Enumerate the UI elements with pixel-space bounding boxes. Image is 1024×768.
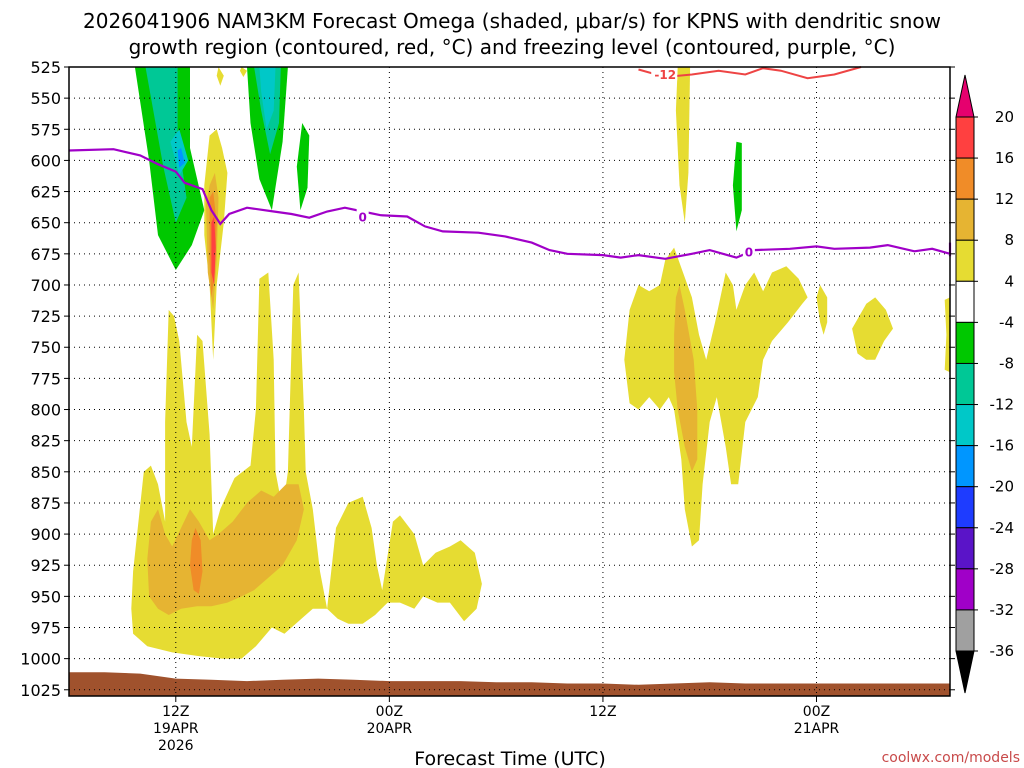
- colorbar-box-7: [955, 404, 975, 447]
- omega-region-7: [296, 123, 310, 211]
- x-tick-label-1: 00Z: [376, 704, 403, 720]
- omega-region-21: [816, 285, 828, 335]
- omega-region-1: [145, 67, 187, 223]
- omega-region-17: [147, 484, 304, 615]
- colorbar-label-5: -4: [999, 313, 1014, 331]
- y-tick-label-6: 675: [30, 245, 61, 264]
- y-tick-label-3: 600: [30, 151, 61, 170]
- colorbar-box-11: [955, 568, 975, 611]
- y-tick-label-20: 1025: [20, 681, 61, 700]
- x-tick-date-3: 21APR: [794, 721, 840, 737]
- freezing-level-label-0: 0: [358, 210, 366, 224]
- dgz-label-bg: [651, 67, 678, 81]
- colorbar-label-1: 16: [995, 149, 1014, 167]
- freezing-label-bg-1: [742, 243, 755, 258]
- y-tick-label-0: 525: [30, 58, 61, 77]
- colorbar-bottom-arrow: [955, 650, 975, 694]
- x-tick-date-1: 20APR: [367, 721, 413, 737]
- colorbar-box-0: [955, 116, 975, 159]
- colorbar-box-4: [955, 280, 975, 323]
- y-tick-label-1: 550: [30, 89, 61, 108]
- y-tick-label-10: 775: [30, 369, 61, 388]
- colorbar-box-12: [955, 609, 975, 652]
- omega-region-3: [177, 148, 185, 168]
- omega-region-8: [732, 141, 742, 232]
- dgz-contour-line: [638, 66, 862, 80]
- omega-region-20: [674, 285, 698, 472]
- colorbar-label-3: 8: [1004, 231, 1014, 249]
- colorbar-label-10: -24: [990, 519, 1015, 537]
- x-tick-label-2: 12Z: [589, 704, 616, 720]
- y-tick-label-14: 875: [30, 494, 61, 513]
- freezing-level-line: [68, 148, 952, 260]
- y-tick-label-4: 625: [30, 183, 61, 202]
- x-axis-label: Forecast Time (UTC): [414, 748, 605, 768]
- y-tick-label-5: 650: [30, 214, 61, 233]
- omega-region-23: [944, 297, 950, 373]
- freezing-level-label-1: 0: [745, 245, 753, 259]
- y-tick-label-12: 825: [30, 432, 61, 451]
- x-tick-label-0: 12Z: [162, 704, 189, 720]
- y-tick-label-8: 725: [30, 307, 61, 326]
- contour-lines: 0 0 -12: [68, 66, 952, 260]
- colorbar-top-arrow: [955, 74, 975, 118]
- colorbar-label-2: 12: [995, 190, 1014, 208]
- x-tick-label-3: 00Z: [803, 704, 830, 720]
- colorbar-label-4: 4: [1004, 272, 1014, 290]
- colorbar-box-5: [955, 321, 975, 364]
- plot-frame: [68, 66, 951, 697]
- colorbar-box-9: [955, 486, 975, 529]
- y-tick-label-19: 1000: [20, 650, 61, 669]
- colorbar-label-7: -12: [990, 396, 1015, 414]
- omega-region-11: [675, 67, 691, 223]
- colorbar-label-11: -28: [990, 560, 1015, 578]
- colorbar-label-12: -32: [990, 601, 1015, 619]
- x-tick-date-0: 19APR: [153, 721, 199, 737]
- omega-region-10: [239, 67, 247, 77]
- omega-region-18: [190, 527, 203, 594]
- colorbar-box-1: [955, 157, 975, 200]
- y-tick-label-7: 700: [30, 276, 61, 295]
- y-tick-label-13: 850: [30, 463, 61, 482]
- omega-colorbar: 20 16 12 8 4 -4 -8 -12 -16 -20 -24 -28 -32 -36: [955, 74, 1015, 694]
- y-tick-label-18: 975: [30, 618, 61, 637]
- omega-region-15: [211, 216, 216, 285]
- y-axis: 525 550 575 600 625 650 675 700 725 750 775 800 825 8…: [20, 58, 955, 700]
- gridlines: [69, 67, 950, 696]
- colorbar-label-13: -36: [990, 642, 1015, 660]
- colorbar-label-9: -20: [990, 478, 1015, 496]
- y-tick-label-16: 925: [30, 556, 61, 575]
- y-tick-label-2: 575: [30, 120, 61, 139]
- colorbar-box-6: [955, 362, 975, 406]
- y-tick-label-9: 750: [30, 338, 61, 357]
- colorbar-label-6: -8: [999, 354, 1014, 372]
- y-tick-label-17: 950: [30, 587, 61, 606]
- omega-shading: [131, 67, 950, 659]
- credit-text[interactable]: coolwx.com/models: [882, 750, 1020, 766]
- omega-region-6: [259, 67, 276, 130]
- colorbar-label-0: 20: [995, 108, 1014, 126]
- colorbar-box-10: [955, 527, 975, 570]
- freezing-label-bg-0: [356, 208, 369, 223]
- dgz-contour-label: -12: [654, 68, 676, 82]
- y-tick-label-11: 800: [30, 401, 61, 420]
- x-tick-year-0: 2026: [158, 738, 194, 754]
- colorbar-box-2: [955, 198, 975, 241]
- colorbar-label-8: -16: [990, 437, 1015, 455]
- omega-region-22: [852, 297, 893, 360]
- omega-region-9: [216, 67, 224, 86]
- y-tick-label-15: 900: [30, 525, 61, 544]
- omega-region-19: [624, 247, 808, 547]
- chart-title-line1: 2026041906 NAM3KM Forecast Omega (shaded…: [83, 9, 941, 33]
- chart-title-line2: growth region (contoured, red, °C) and f…: [129, 35, 896, 59]
- plot-area: 0 0 -12: [68, 66, 952, 697]
- colorbar-box-8: [955, 445, 975, 488]
- colorbar-box-3: [955, 239, 975, 282]
